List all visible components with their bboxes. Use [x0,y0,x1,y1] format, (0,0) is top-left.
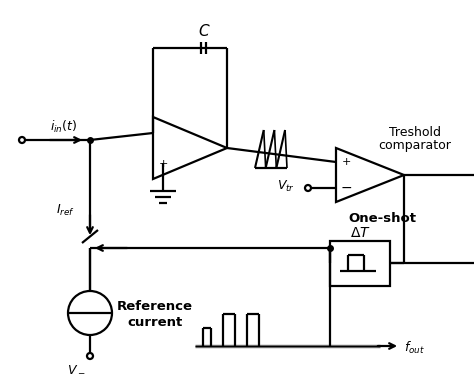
Text: $\Delta T$: $\Delta T$ [349,226,371,240]
Text: $f_{out}$: $f_{out}$ [404,340,426,356]
Text: +: + [158,159,168,169]
Text: $V_-$: $V_-$ [67,362,85,374]
Text: +: + [341,157,351,167]
Text: Treshold: Treshold [389,127,441,139]
Text: $i_{in}(t)$: $i_{in}(t)$ [50,119,77,135]
Text: C: C [199,25,210,39]
Text: $I_{ref}$: $I_{ref}$ [55,202,74,218]
Text: comparator: comparator [379,139,451,152]
Text: Reference: Reference [117,299,193,313]
Text: current: current [128,315,182,329]
Bar [330,241,390,286]
Text: $V_{tr}$: $V_{tr}$ [277,179,295,194]
Text: One-shot: One-shot [348,213,416,226]
Text: −: − [340,181,352,195]
